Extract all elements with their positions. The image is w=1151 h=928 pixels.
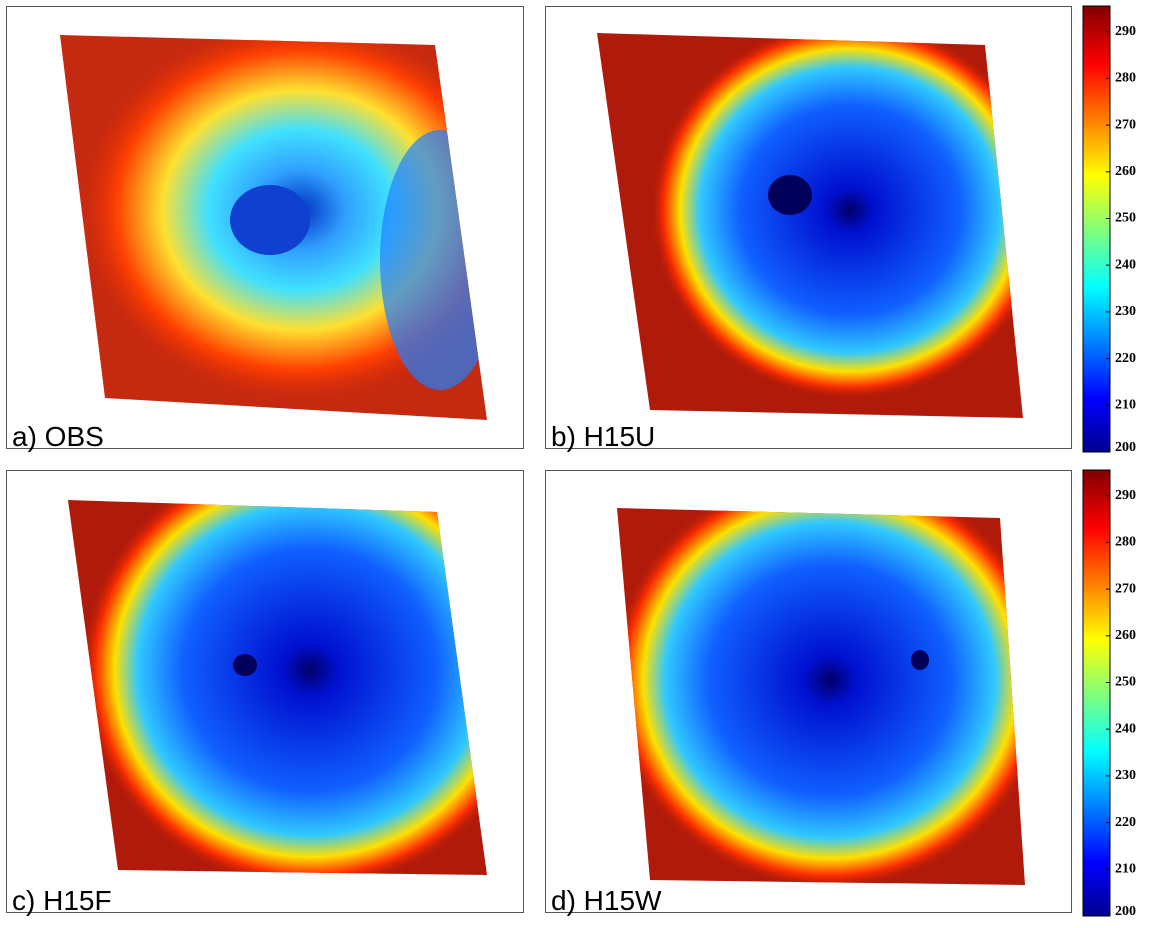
image-obs	[0, 0, 530, 450]
tick-label: 250	[1115, 211, 1136, 226]
tick-label: 220	[1115, 815, 1136, 830]
tick-label: 230	[1115, 304, 1136, 319]
colorbar	[1083, 470, 1110, 916]
figure: a) OBS b) H15U c) H15F d) H15W 200 210 220 230…	[0, 0, 1151, 928]
tick-label: 240	[1115, 257, 1136, 272]
tick-label: 200	[1115, 440, 1136, 455]
colorbar	[1083, 6, 1110, 452]
panel-label: b) H15U	[551, 421, 655, 452]
image-h15f	[0, 450, 540, 920]
tick-label: 200	[1115, 904, 1136, 919]
tick-label: 290	[1115, 488, 1136, 503]
tick-label: 220	[1115, 351, 1136, 366]
tick-label: 250	[1115, 675, 1136, 690]
tick-label: 280	[1115, 535, 1136, 550]
image-h15w	[540, 470, 1080, 920]
tick-label: 270	[1115, 117, 1136, 132]
panel-label: c) H15F	[12, 885, 112, 916]
tick-label: 210	[1115, 398, 1136, 413]
tick-label: 260	[1115, 628, 1136, 643]
tick-label: 230	[1115, 768, 1136, 783]
panel-label: d) H15W	[551, 885, 662, 916]
tick-label: 270	[1115, 581, 1136, 596]
image-h15u	[540, 0, 1080, 450]
panel-label: a) OBS	[12, 421, 104, 452]
tick-label: 210	[1115, 862, 1136, 877]
tick-label: 290	[1115, 24, 1136, 39]
tick-label: 240	[1115, 721, 1136, 736]
tick-label: 280	[1115, 71, 1136, 86]
tick-label: 260	[1115, 164, 1136, 179]
